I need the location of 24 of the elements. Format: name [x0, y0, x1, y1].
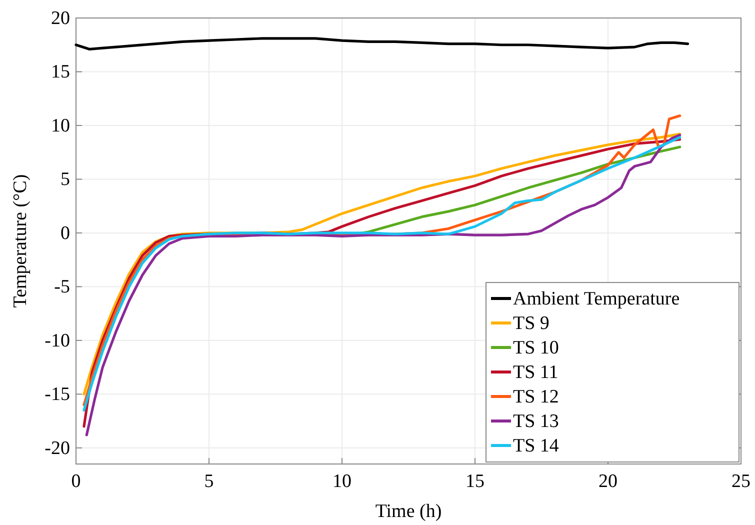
x-tick-label: 25	[732, 471, 750, 492]
y-tick-label: 5	[60, 169, 70, 190]
y-tick-label: -15	[44, 384, 70, 406]
y-axis-title: Temperature (°C)	[10, 174, 31, 308]
legend-label: TS 13	[513, 411, 559, 432]
y-tick-label: -5	[54, 276, 70, 298]
x-axis-title: Time (h)	[375, 501, 442, 522]
legend-label: TS 12	[513, 386, 559, 408]
x-tick-label: 15	[466, 471, 484, 492]
legend-label: TS 9	[513, 313, 550, 334]
y-tick-label: -10	[44, 330, 70, 352]
line-series	[74, 37, 690, 50]
x-tick-label: 20	[598, 471, 618, 492]
y-tick-label: -20	[44, 438, 70, 459]
y-tick-label: 0	[60, 222, 70, 244]
legend-label: TS 11	[513, 362, 558, 383]
legend-label: TS 10	[513, 338, 559, 358]
x-tick-label: 5	[204, 471, 214, 492]
legend-label: TS 14	[513, 436, 560, 456]
legend-label: Ambient Temperature	[513, 288, 680, 310]
x-tick-label: 10	[332, 471, 352, 492]
y-tick-label: 15	[51, 62, 70, 83]
y-tick-label: 20	[51, 8, 70, 29]
y-tick-label: 10	[51, 115, 70, 136]
